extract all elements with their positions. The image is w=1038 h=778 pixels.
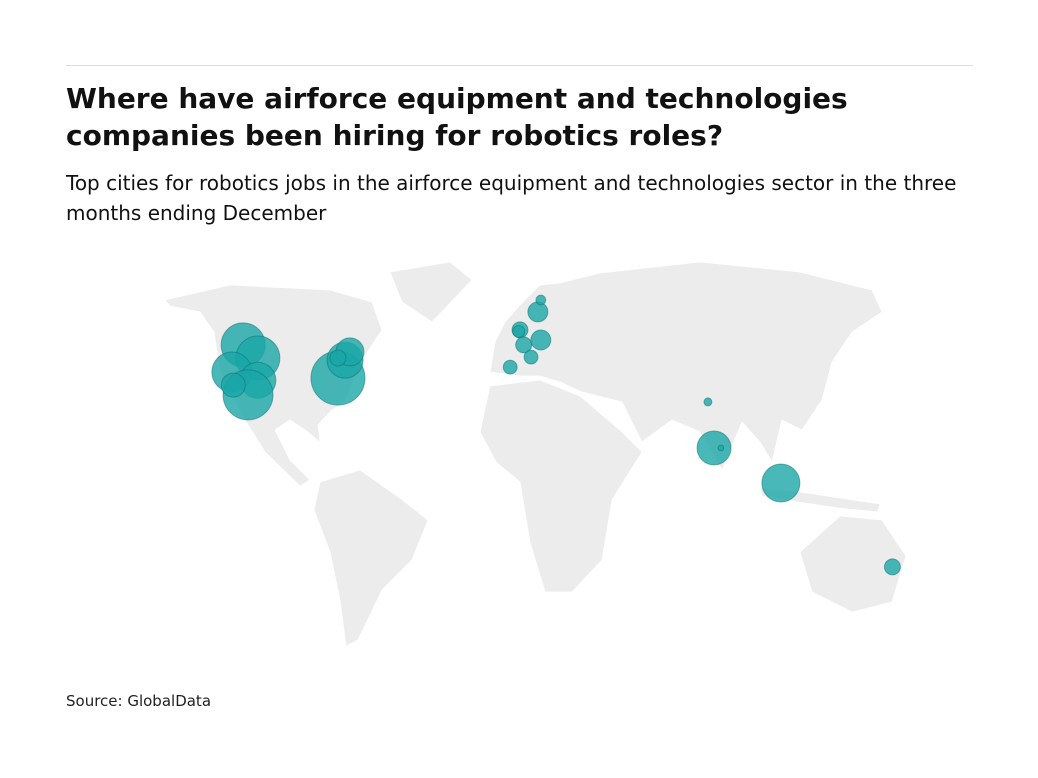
- city-bubble: [523, 349, 539, 365]
- city-bubble: [761, 463, 801, 503]
- chart-subtitle: Top cities for robotics jobs in the airf…: [66, 171, 957, 225]
- city-bubble: [703, 397, 713, 407]
- city-bubble: [220, 372, 246, 398]
- city-bubble: [696, 430, 732, 466]
- top-rule: [66, 65, 973, 66]
- city-bubble: [502, 359, 518, 375]
- city-bubble: [527, 301, 549, 323]
- city-bubble: [530, 329, 552, 351]
- chart-title: Where have airforce equipment and techno…: [66, 82, 848, 152]
- city-bubble: [512, 324, 526, 338]
- bubbles: [211, 294, 901, 576]
- source-note: Source: GlobalData: [66, 692, 212, 710]
- city-bubble: [329, 349, 347, 367]
- city-bubble: [535, 294, 547, 306]
- city-bubble: [883, 558, 901, 576]
- city-bubble: [717, 444, 725, 452]
